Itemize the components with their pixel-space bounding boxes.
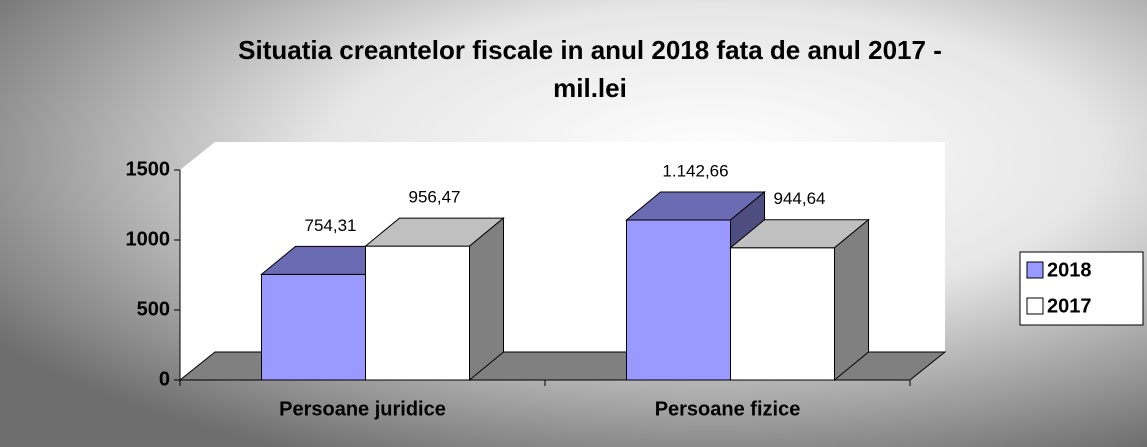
legend-swatch — [1026, 297, 1044, 315]
legend-swatch — [1026, 261, 1044, 279]
x-tick-label: Persoane juridice — [279, 398, 446, 420]
chart-title: mil.lei — [553, 73, 627, 103]
y-tick-label: 1000 — [126, 228, 171, 250]
value-label: 944,64 — [774, 189, 826, 208]
bar-front — [261, 273, 366, 381]
y-tick-label: 0 — [159, 368, 170, 390]
bar-side — [469, 217, 504, 382]
y-tick-label: 1500 — [126, 158, 171, 180]
chart-title: Situatia creantelor fiscale in anul 2018… — [238, 35, 942, 65]
x-tick-label: Persoane fizice — [655, 398, 801, 420]
bar-side — [834, 218, 869, 382]
value-label: 1.142,66 — [662, 162, 728, 181]
bar-front — [365, 245, 470, 381]
value-label: 754,31 — [305, 216, 357, 235]
legend-label: 2017 — [1047, 295, 1092, 317]
bar-front — [730, 247, 835, 381]
side-wall — [180, 142, 215, 380]
bar-front — [626, 219, 731, 381]
y-tick-label: 500 — [137, 298, 170, 320]
value-label: 956,47 — [409, 188, 461, 207]
legend-label: 2018 — [1047, 259, 1092, 281]
